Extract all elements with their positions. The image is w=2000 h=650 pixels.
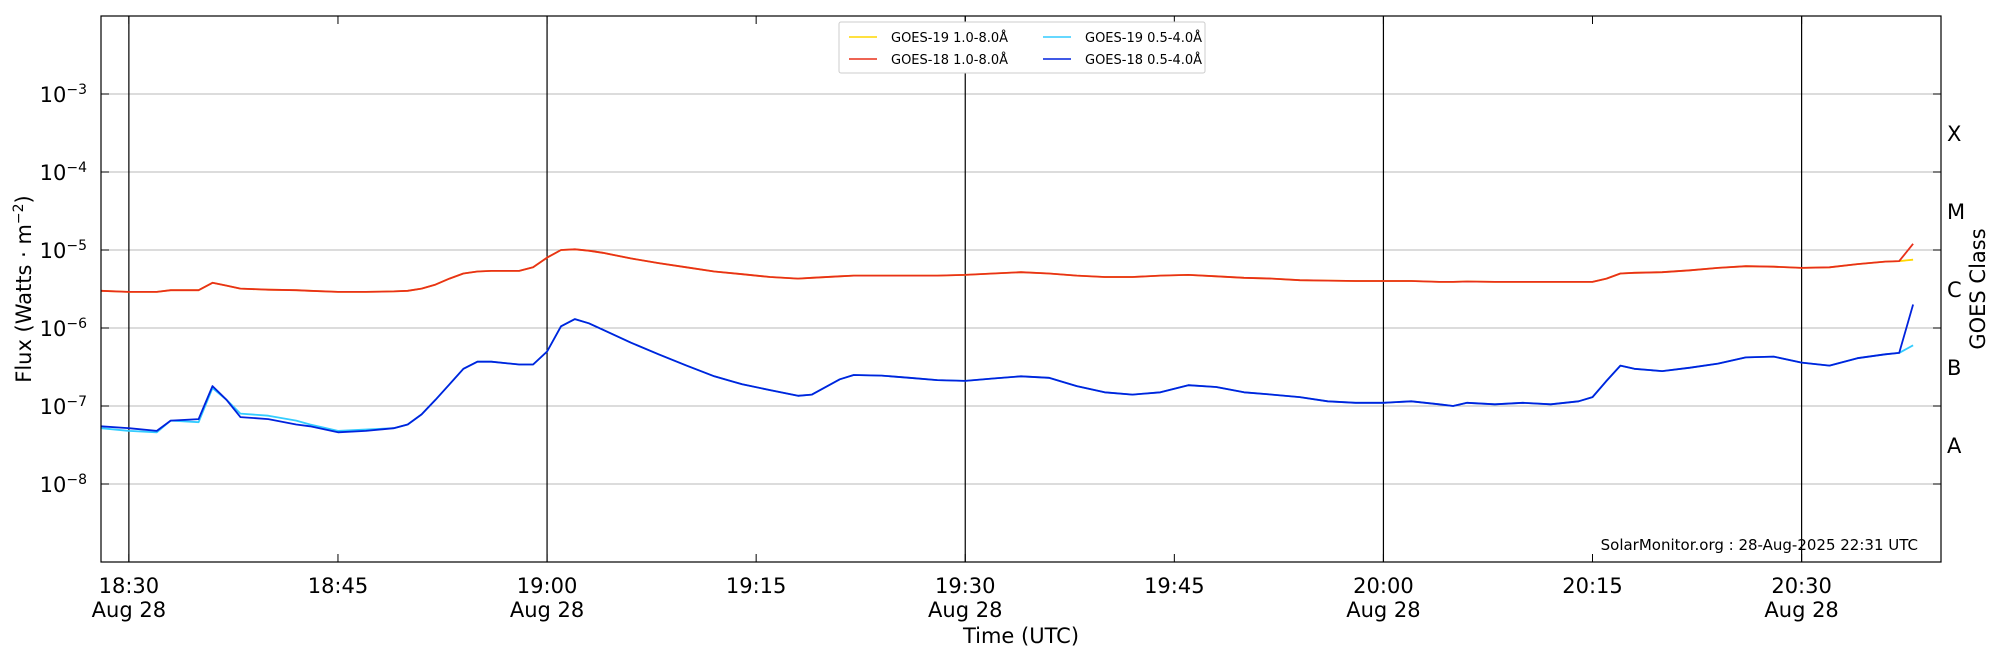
- goes-class-label-x: X: [1947, 122, 1961, 146]
- x-tick-label: 20:15: [1562, 574, 1623, 598]
- legend-entry: GOES-18 0.5-4.0Å: [1085, 52, 1202, 68]
- goes-class-label-a: A: [1947, 434, 1962, 458]
- legend-entry: GOES-19 1.0-8.0Å: [891, 30, 1008, 46]
- x-tick-label: 20:30: [1771, 574, 1832, 598]
- y-tick-label: 10−6: [40, 316, 87, 341]
- goes-class-labels: X M C B A: [1947, 122, 1965, 458]
- x-tick-label: 19:00: [517, 574, 578, 598]
- grid-lines: [101, 93, 1941, 485]
- y-tick-label: 10−3: [40, 82, 87, 107]
- y-tick-label: 10−8: [40, 472, 87, 497]
- x-tick-label: 20:00: [1353, 574, 1414, 598]
- series-line-3: [100, 304, 1914, 434]
- x-tick-date-label: Aug 28: [928, 598, 1002, 622]
- x-tick-label: 19:45: [1144, 574, 1205, 598]
- y-axis-ticks: 10−3 10−4 10−5 10−6 10−7 10−8: [40, 15, 1941, 563]
- x-tick-label: 19:30: [935, 574, 996, 598]
- goes-class-label-b: B: [1947, 356, 1961, 380]
- goes-class-label-m: M: [1947, 200, 1965, 224]
- x-axis-title: Time (UTC): [962, 624, 1079, 648]
- series-line-1: [100, 243, 1914, 293]
- goes-class-axis-title: GOES Class: [1966, 228, 1990, 349]
- vertical-time-markers: [128, 16, 1803, 562]
- credit-text: SolarMonitor.org : 28-Aug-2025 22:31 UTC: [1601, 536, 1918, 554]
- x-tick-date-label: Aug 28: [1764, 598, 1838, 622]
- y-axis-title: Flux (Watts · m−2): [11, 195, 36, 383]
- legend: GOES-19 1.0-8.0Å GOES-19 0.5-4.0Å GOES-18 …: [838, 21, 1206, 74]
- y-tick-label: 10−7: [40, 394, 87, 419]
- y-tick-label: 10−5: [40, 238, 87, 263]
- legend-box: [838, 21, 1206, 74]
- x-tick-date-label: Aug 28: [92, 598, 166, 622]
- x-tick-label: 18:45: [308, 574, 369, 598]
- series-lines: [100, 243, 1914, 434]
- legend-entry: GOES-18 1.0-8.0Å: [891, 52, 1008, 68]
- y-tick-label: 10−4: [40, 160, 87, 185]
- series-line-0: [100, 248, 1914, 293]
- x-tick-date-label: Aug 28: [1346, 598, 1420, 622]
- legend-entry: GOES-19 0.5-4.0Å: [1085, 30, 1202, 46]
- x-tick-date-label: Aug 28: [510, 598, 584, 622]
- x-tick-label: 19:15: [726, 574, 787, 598]
- x-tick-label: 18:30: [99, 574, 160, 598]
- goes-class-label-c: C: [1947, 278, 1962, 302]
- plot-frame: [100, 15, 1942, 563]
- series-line-2: [100, 318, 1914, 434]
